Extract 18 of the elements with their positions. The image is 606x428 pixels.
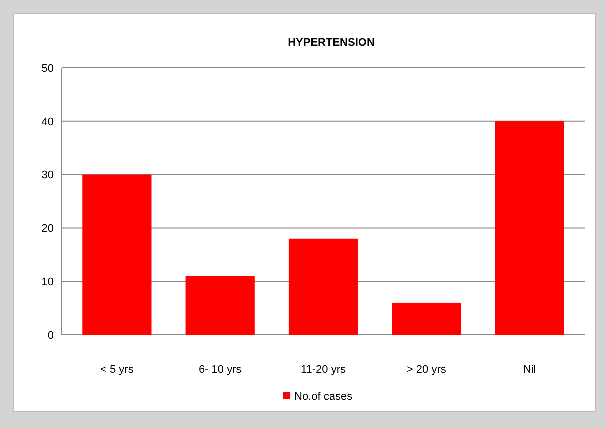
x-tick-label: Nil xyxy=(523,364,536,376)
bar xyxy=(495,121,564,335)
x-tick-label: < 5 yrs xyxy=(100,364,134,376)
y-tick-label: 30 xyxy=(42,170,54,182)
bar xyxy=(392,302,462,335)
y-tick-label: 20 xyxy=(42,223,54,236)
bar xyxy=(288,238,358,335)
x-tick-label: 6- 10 yrs xyxy=(198,364,242,376)
x-tick-label: > 20 yrs xyxy=(406,364,447,376)
bar xyxy=(82,174,152,335)
bar xyxy=(186,276,255,335)
chart-title: HYPERTENSION xyxy=(288,37,375,49)
y-tick-label: 0 xyxy=(48,330,54,342)
legend-label: No.of cases xyxy=(294,390,354,403)
y-tick-label: 50 xyxy=(42,62,54,75)
x-tick-label: 11-20 yrs xyxy=(300,364,347,376)
y-tick-label: 10 xyxy=(42,276,54,288)
y-tick-label: 40 xyxy=(42,116,54,128)
